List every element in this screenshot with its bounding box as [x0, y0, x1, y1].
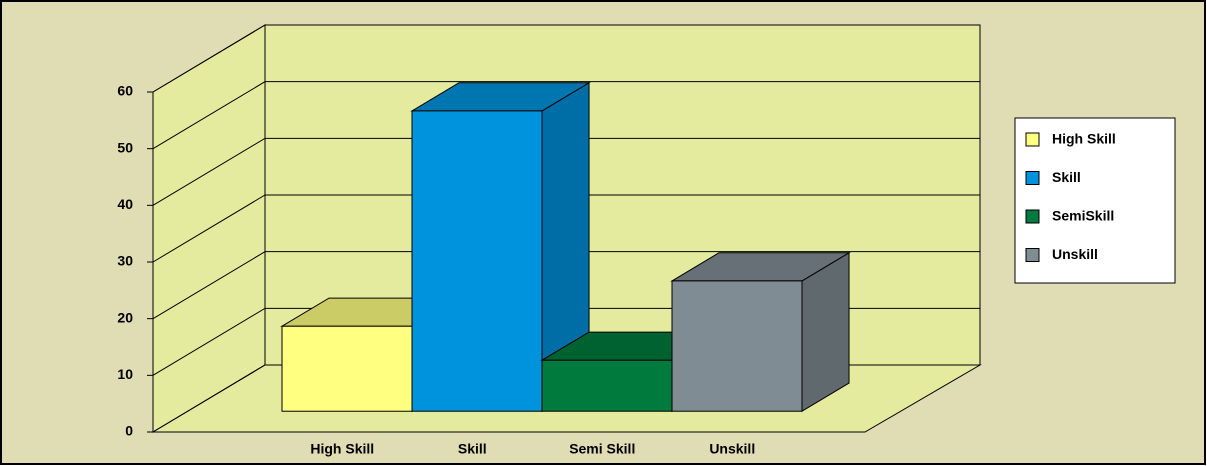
- y-tick-label: 0: [125, 423, 133, 439]
- grid-line: [152, 24, 980, 93]
- y-tick-label: 20: [117, 309, 133, 325]
- y-tick-label: 10: [117, 366, 133, 382]
- x-tick-label: Semi Skill: [569, 441, 635, 457]
- x-tick-label: Unskill: [709, 441, 755, 457]
- legend-swatch: [1025, 171, 1040, 185]
- y-tick-label: 60: [117, 83, 133, 99]
- legend-swatch: [1025, 132, 1040, 147]
- legend-label: SemiSkill: [1052, 208, 1114, 224]
- x-tick-label: Skill: [458, 441, 487, 457]
- legend: [1014, 117, 1176, 284]
- y-tick-label: 50: [117, 139, 133, 155]
- legend-swatch: [1025, 248, 1040, 262]
- bar: [671, 280, 803, 412]
- legend-label: High Skill: [1052, 131, 1116, 147]
- bar: [541, 359, 673, 412]
- legend-label: Unskill: [1052, 246, 1098, 262]
- grid-line: [152, 251, 980, 320]
- grid-line: [152, 194, 980, 263]
- x-tick-label: High Skill: [310, 441, 374, 457]
- grid-line: [152, 137, 980, 206]
- grid-line: [152, 81, 980, 150]
- y-tick-label: 30: [117, 253, 133, 269]
- legend-swatch: [1025, 209, 1040, 224]
- bar: [411, 110, 543, 412]
- y-tick-label: 40: [117, 196, 133, 212]
- legend-label: Skill: [1052, 169, 1081, 185]
- bar: [281, 325, 413, 412]
